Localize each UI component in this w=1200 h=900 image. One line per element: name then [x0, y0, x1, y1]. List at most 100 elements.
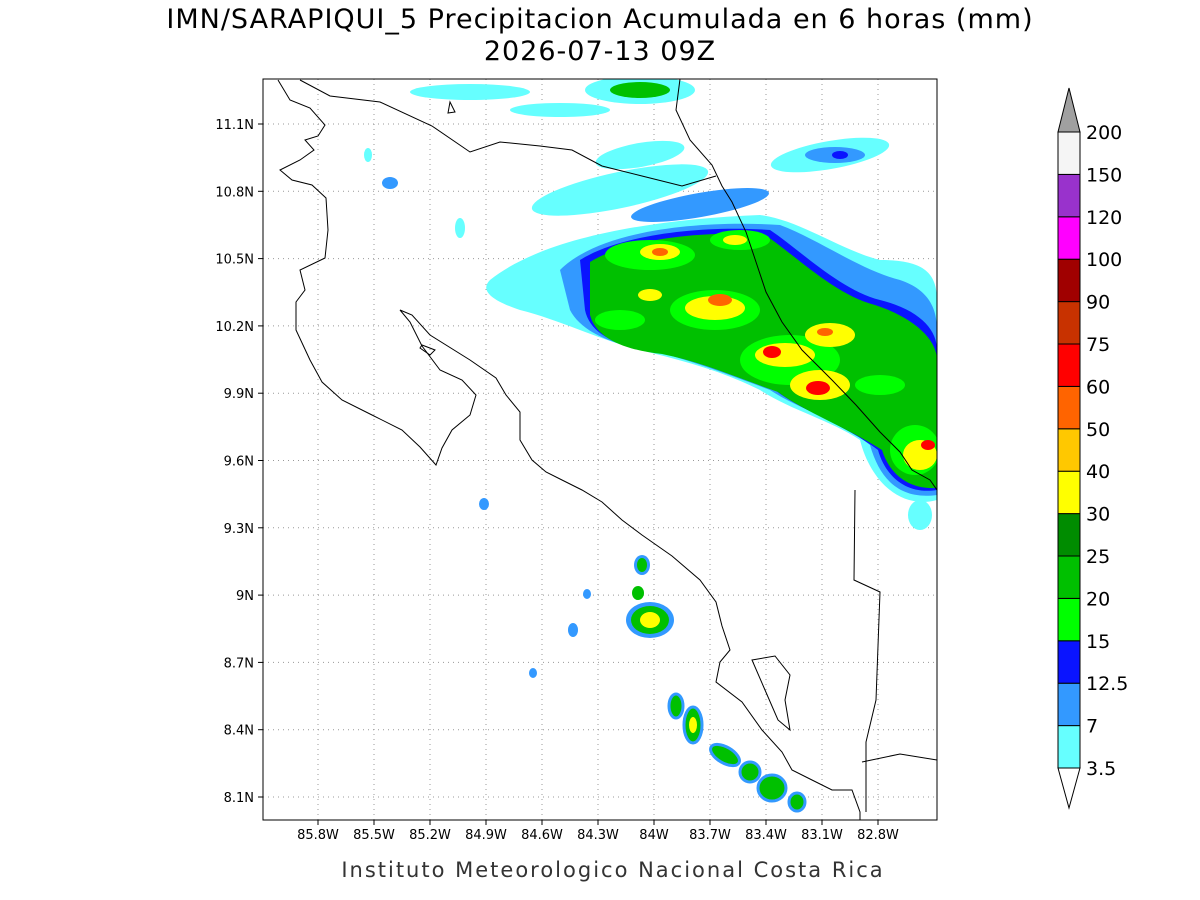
colorbar-label: 25: [1086, 546, 1110, 568]
color-box: [1057, 513, 1081, 557]
colorbar-label: 100: [1086, 249, 1122, 271]
lat-tick-label: 9.9N: [224, 387, 254, 402]
map-frame: [262, 78, 938, 821]
rain-area: [610, 82, 670, 98]
subtitle: 2026-07-13 09Z: [484, 36, 716, 67]
coastlines: [277, 79, 937, 820]
lon-tick-label: 84.6W: [521, 828, 563, 843]
lat-tick-label: 9N: [236, 589, 254, 604]
rain-area: [817, 328, 833, 336]
rain-area: [595, 140, 685, 170]
colorbar-label: 60: [1086, 376, 1110, 398]
rain-area: [410, 84, 530, 100]
rain-area: [908, 500, 932, 530]
border: [853, 489, 881, 812]
island: [447, 100, 456, 114]
color-box: [1057, 131, 1081, 175]
lon-tick-label: 85.2W: [409, 828, 451, 843]
colorbar-label: 40: [1086, 461, 1110, 483]
title: IMN/SARAPIQUI_5 Precipitacion Acumulada …: [166, 4, 1033, 35]
over-arrow: [1057, 87, 1081, 133]
lat-tick-label: 10.2N: [215, 320, 254, 335]
color-box: [1057, 428, 1081, 472]
lat-tick-label: 8.4N: [224, 724, 254, 739]
lon-tick-label: 85.8W: [297, 828, 339, 843]
colorbar-label: 75: [1086, 334, 1110, 356]
color-box: [1057, 725, 1081, 769]
lat-tick-label: 11.1N: [215, 118, 254, 133]
peninsula: [751, 655, 791, 732]
rain-area: [632, 586, 644, 600]
colorbar-label: 150: [1086, 164, 1122, 186]
color-box: [1057, 640, 1081, 684]
lon-tick-label: 83.4W: [745, 828, 787, 843]
colorbar-label: 3.5: [1086, 758, 1116, 780]
lat-tick-label: 10.5N: [215, 253, 254, 268]
color-box: [1057, 216, 1081, 260]
rain-area: [595, 310, 645, 330]
rain-area: [787, 791, 807, 813]
lon-tick-label: 83.1W: [801, 828, 843, 843]
lon-tick-label: 84.3W: [577, 828, 619, 843]
color-box: [1057, 597, 1081, 642]
island: [419, 344, 436, 356]
colorbar-label: 30: [1086, 504, 1110, 526]
rain-area: [738, 760, 762, 784]
coastline: [277, 79, 861, 820]
rain-area: [510, 103, 610, 117]
rain-area: [652, 248, 668, 256]
rain-area: [832, 151, 848, 159]
colorbar-label: 7: [1086, 716, 1098, 738]
rain-area: [382, 177, 398, 189]
rain-area: [364, 148, 372, 162]
lat-tick-label: 8.7N: [224, 656, 254, 671]
rain-area: [640, 612, 660, 628]
rain-area: [455, 218, 465, 238]
colorbar-label: 120: [1086, 207, 1122, 229]
lat-tick-label: 8.1N: [224, 791, 254, 806]
coastline: [861, 753, 937, 763]
rain-area: [667, 692, 685, 720]
lon-tick-label: 85.5W: [353, 828, 395, 843]
colorbar-label: 12.5: [1086, 673, 1128, 695]
color-box: [1057, 385, 1081, 430]
colorbar-label: 15: [1086, 631, 1110, 653]
rain-area: [763, 346, 781, 358]
rain-area: [568, 623, 578, 637]
precipitation: [364, 79, 937, 813]
footer: Instituto Meteorologico Nacional Costa R…: [341, 858, 884, 882]
rain-area: [637, 558, 647, 572]
color-box: [1057, 555, 1081, 599]
lat-tick-label: 10.8N: [215, 185, 254, 200]
lon-tick-label: 82.8W: [857, 828, 899, 843]
color-box: [1057, 258, 1081, 303]
axis-ticks: 11.1N 10.8N 10.5N 10.2N 9.9N 9.6N 9.3N 9N 8.7N 8.…: [215, 118, 899, 843]
lon-tick-label: 84.9W: [465, 828, 507, 843]
rain-area: [531, 164, 709, 216]
rain-area: [755, 343, 815, 367]
rain-area: [756, 773, 788, 803]
rain-area: [529, 668, 537, 678]
lat-tick-label: 9.6N: [224, 455, 254, 470]
lat-tick-label: 9.3N: [224, 522, 254, 537]
border: [299, 79, 717, 187]
rain-area: [479, 498, 489, 510]
rain-area: [708, 294, 732, 306]
colorbar: 3.5 7 12.5 15 20 25 30 40 50 60 75 90 100 120 150 200: [1057, 87, 1128, 810]
color-box: [1057, 173, 1081, 218]
rain-area: [806, 381, 830, 395]
lon-tick-label: 84W: [639, 828, 669, 843]
rain-area: [583, 589, 591, 599]
rain-area: [638, 289, 662, 301]
color-box: [1057, 343, 1081, 387]
colorbar-label: 200: [1086, 122, 1122, 144]
rain-area: [855, 375, 905, 395]
colorbar-label: 90: [1086, 292, 1110, 314]
rain-area: [921, 440, 935, 450]
colorbar-label: 50: [1086, 419, 1110, 441]
colorbar-label: 20: [1086, 588, 1110, 610]
color-box: [1057, 470, 1081, 515]
coastline: [675, 79, 937, 491]
